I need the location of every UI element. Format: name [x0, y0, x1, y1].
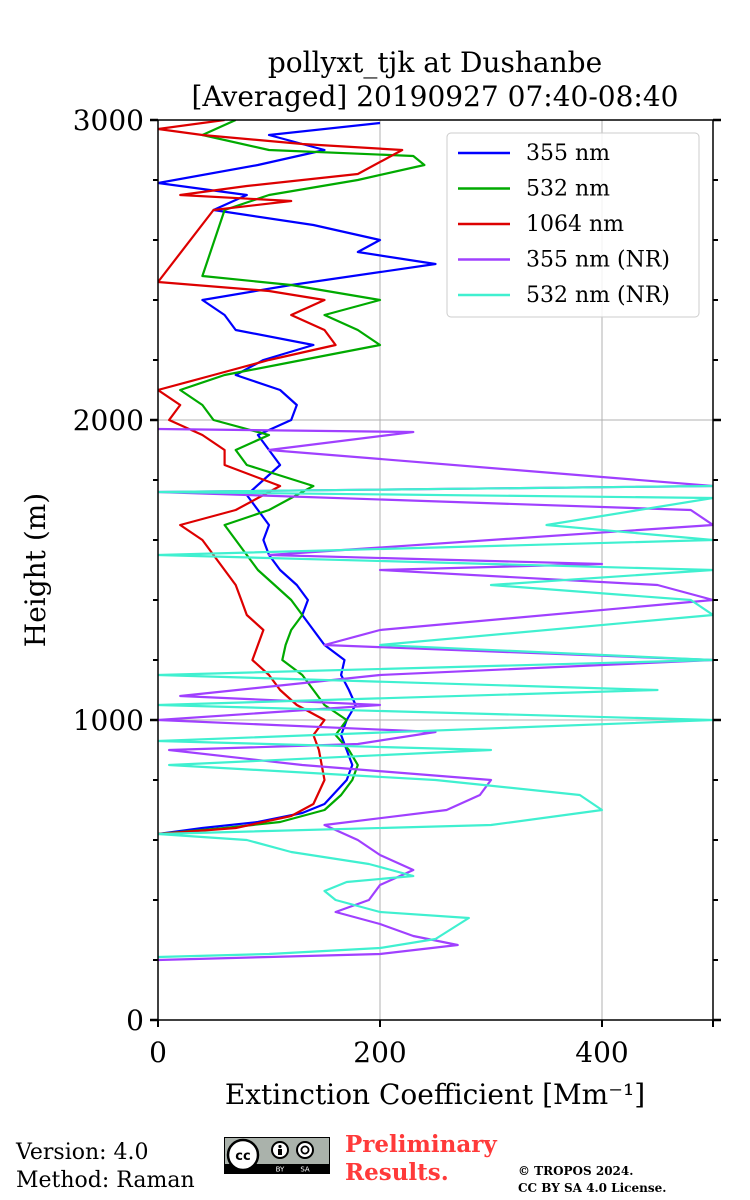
cc-icon-label: cc: [235, 1149, 250, 1164]
sa-icon: [296, 1141, 314, 1159]
copyright-line2: CC BY SA 4.0 License.: [518, 1181, 667, 1195]
preliminary-label-line2: Results.: [345, 1159, 449, 1186]
legend-label-1: 532 nm: [526, 177, 610, 202]
sa-label: SA: [300, 1166, 310, 1174]
preliminary-label-line1: Preliminary: [345, 1131, 497, 1158]
cc-icon: [226, 1138, 260, 1172]
x-tick-label-0: 0: [149, 1036, 167, 1069]
y-tick-label-2000: 2000: [73, 404, 144, 437]
version-label: Version: 4.0: [16, 1140, 149, 1165]
y-tick-label-0: 0: [126, 1004, 144, 1037]
y-tick-label-3000: 3000: [73, 104, 144, 137]
legend-label-0: 355 nm: [526, 141, 610, 166]
plot-frame: [157, 119, 714, 1021]
legend-label-4: 532 nm (NR): [526, 283, 670, 308]
copyright-line1: © TROPOS 2024.: [518, 1164, 634, 1178]
legend-entries: 355 nm 532 nm 1064 nm 355 nm (NR) 532 nm (NR…: [458, 141, 670, 308]
series-line-1: [158, 120, 426, 836]
x-tick-label-200: 200: [353, 1036, 406, 1069]
legend-label-2: 1064 nm: [526, 212, 624, 237]
x-axis-label: Extinction Coefficient [Mm⁻¹]: [225, 1078, 645, 1111]
series-line-2: [158, 120, 404, 836]
series-lines: [158, 120, 713, 962]
y-tick-label-1000: 1000: [73, 704, 144, 737]
chart-title-line2: [Averaged] 20190927 07:40-08:40: [192, 80, 679, 113]
axis-ticks: 0 200 400 0 1000 2000 3000: [73, 104, 721, 1069]
legend: 355 nm 532 nm 1064 nm 355 nm (NR) 532 nm (NR…: [446, 132, 700, 318]
series-line-4: [158, 484, 713, 959]
series-line-3: [158, 427, 713, 962]
legend-label-3: 355 nm (NR): [526, 248, 670, 273]
x-tick-label-400: 400: [575, 1036, 628, 1069]
chart-title-line1: pollyxt_tjk at Dushanbe: [268, 46, 602, 79]
cc-by-sa-badge: cc BY SA: [224, 1137, 330, 1174]
legend-box: [446, 132, 700, 318]
by-label: BY: [276, 1166, 285, 1174]
method-label: Method: Raman: [16, 1168, 195, 1193]
y-axis-label: Height (m): [19, 493, 52, 647]
